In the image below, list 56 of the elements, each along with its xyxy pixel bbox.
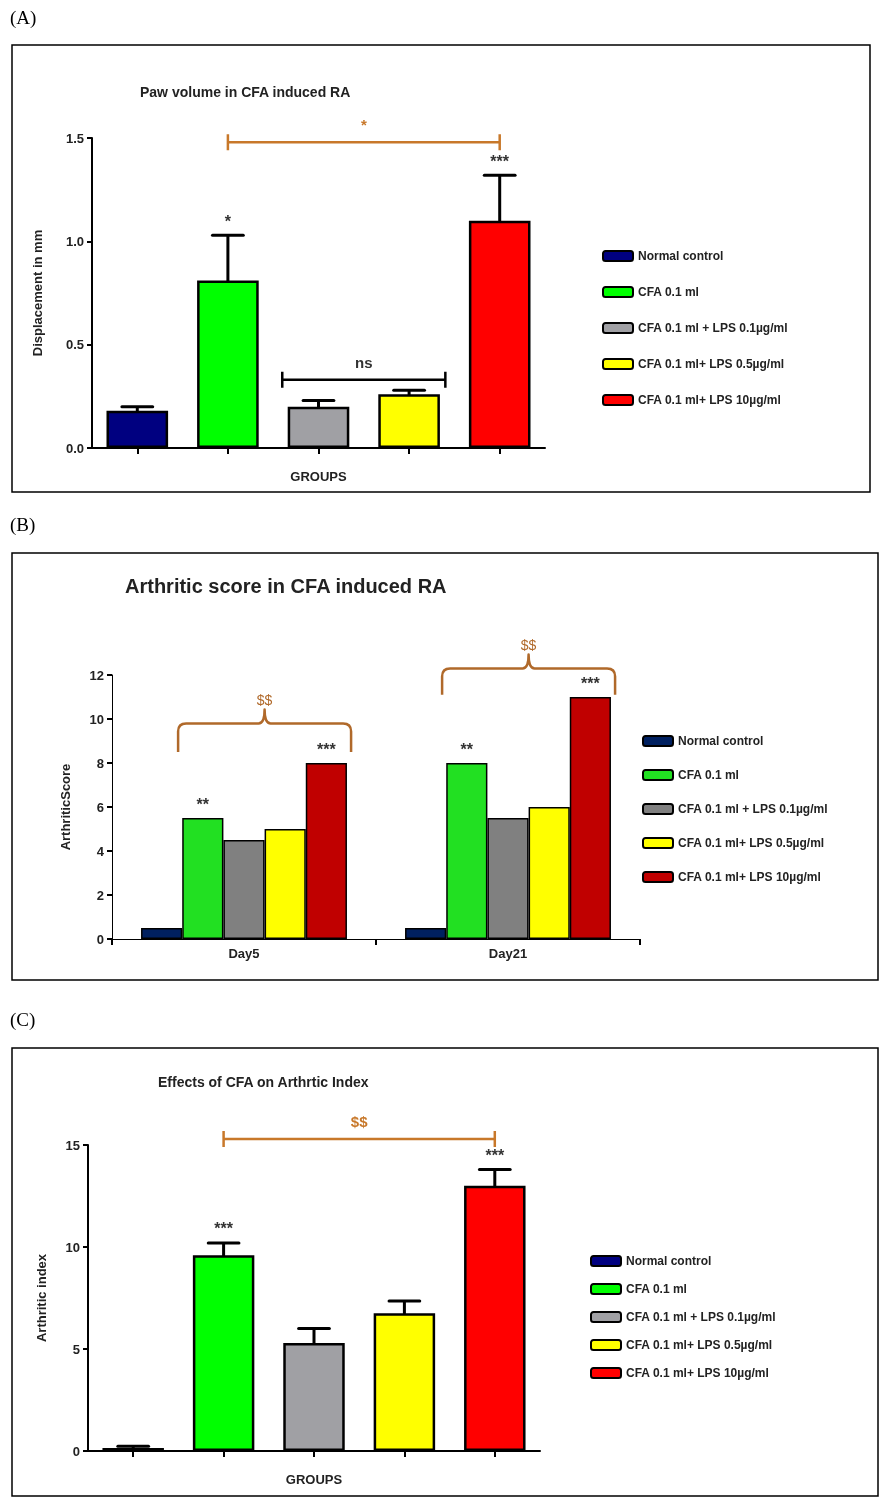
legend-label: CFA 0.1 ml	[638, 285, 699, 299]
legend-label: CFA 0.1 ml+ LPS 10µg/ml	[678, 870, 821, 884]
text: (A)	[10, 7, 37, 29]
annotation: ***	[490, 152, 510, 170]
annotation: ***	[317, 740, 337, 758]
y-tick-label: 8	[96, 755, 104, 771]
annotation: *	[224, 212, 232, 230]
legend-label: CFA 0.1 ml	[678, 768, 739, 782]
y-tick-label: 4	[96, 843, 105, 859]
text: *	[360, 116, 367, 134]
legend-label: CFA 0.1 ml+ LPS 0.5µg/ml	[626, 1338, 773, 1352]
x-axis-title: GROUPS	[290, 469, 347, 484]
legend-label: CFA 0.1 ml + LPS 0.1µg/ml	[626, 1310, 776, 1324]
y-tick-label: 0	[72, 1443, 80, 1459]
chart-title: Arthritic score in CFA induced RA	[125, 575, 447, 597]
annotation: ***	[214, 1220, 234, 1238]
y-axis-title: Displacement in mm	[30, 229, 45, 357]
legend-label: Normal control	[626, 1254, 712, 1268]
legend-label: CFA 0.1 ml + LPS 0.1µg/ml	[638, 321, 788, 335]
annotation: **	[460, 740, 474, 758]
annotation: $$	[256, 692, 273, 709]
chart-title: Paw volume in CFA induced RA	[140, 84, 351, 100]
text: $$	[350, 1112, 369, 1130]
legend-label: CFA 0.1 ml	[626, 1282, 687, 1296]
legend-label: Normal control	[638, 249, 724, 263]
annotation: ***	[581, 674, 601, 692]
legend-label: CFA 0.1 ml+ LPS 10µg/ml	[626, 1366, 769, 1380]
y-tick-label: 2	[96, 887, 104, 903]
y-tick-label: 1.0	[65, 233, 84, 249]
y-tick-label: 10	[65, 1239, 80, 1255]
x-tick-label: Day21	[488, 946, 528, 961]
y-tick-label: 0.5	[65, 337, 84, 353]
y-tick-label: 5	[72, 1341, 80, 1357]
legend-label: Normal control	[678, 734, 764, 748]
y-tick-label: 12	[89, 667, 104, 683]
legend-label: CFA 0.1 ml+ LPS 0.5µg/ml	[678, 836, 825, 850]
y-tick-label: 15	[65, 1137, 80, 1153]
x-axis-title: GROUPS	[285, 1472, 343, 1487]
annotation: **	[196, 795, 210, 813]
chart-title: Effects of CFA on Arthrtic Index	[158, 1074, 369, 1090]
y-axis-title: ArthriticScore	[58, 763, 73, 851]
text: (B)	[10, 514, 36, 536]
annotation: ***	[485, 1146, 505, 1164]
legend-label: CFA 0.1 ml+ LPS 10µg/ml	[638, 393, 781, 407]
legend-label: CFA 0.1 ml + LPS 0.1µg/ml	[678, 802, 828, 816]
y-tick-label: 0.0	[65, 440, 84, 456]
x-tick-label: Day5	[228, 946, 260, 961]
text: $$	[520, 637, 537, 654]
legend-label: CFA 0.1 ml+ LPS 0.5µg/ml	[638, 357, 785, 371]
y-tick-label: 10	[89, 711, 104, 727]
text: (C)	[10, 1009, 36, 1031]
annotation: ns	[355, 353, 373, 371]
y-tick-label: 0	[96, 931, 104, 947]
y-tick-label: 6	[96, 799, 104, 815]
y-axis-title: Arthritic index	[34, 1253, 49, 1343]
y-tick-label: 1.5	[65, 130, 84, 146]
